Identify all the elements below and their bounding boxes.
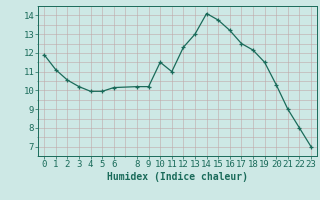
X-axis label: Humidex (Indice chaleur): Humidex (Indice chaleur): [107, 172, 248, 182]
